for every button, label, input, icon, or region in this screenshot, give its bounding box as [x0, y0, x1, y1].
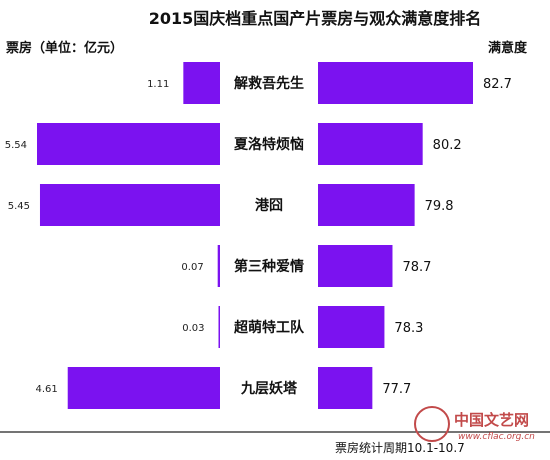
category-label: 夏洛特烦恼: [234, 136, 304, 153]
chart-title: 2015国庆档重点国产片票房与观众满意度排名: [149, 9, 482, 28]
satisfaction-value-label: 82.7: [483, 77, 512, 92]
left-axis-label: 票房（单位：亿元）: [6, 40, 123, 56]
bar-boxoffice: [217, 245, 220, 287]
bars-group: 1.11 82.7 解救吾先生 5.54 80.2 夏洛特烦恼 5.45 79.8 港囧 0.07…: [5, 62, 512, 409]
bar-boxoffice: [183, 62, 220, 104]
right-axis-label: 满意度: [488, 40, 528, 56]
boxoffice-value-label: 5.45: [8, 201, 30, 212]
bar-boxoffice: [39, 184, 220, 226]
watermark-text: 中国文艺网: [454, 411, 529, 429]
boxoffice-value-label: 4.61: [35, 384, 57, 395]
watermark: 中国文艺网 www.cflac.org.cn: [414, 406, 535, 442]
category-label: 解救吾先生: [234, 75, 304, 92]
boxoffice-value-label: 0.07: [181, 262, 203, 273]
footer-note: 票房统计周期10.1-10.7: [335, 440, 465, 455]
bar-boxoffice: [67, 367, 220, 409]
category-label: 第三种爱情: [234, 258, 304, 275]
bar-satisfaction: [318, 184, 415, 226]
bar-satisfaction: [318, 306, 385, 348]
satisfaction-value-label: 79.8: [425, 199, 454, 214]
satisfaction-value-label: 78.3: [394, 321, 423, 336]
boxoffice-value-label: 5.54: [5, 140, 27, 151]
bar-boxoffice: [218, 306, 220, 348]
bar-satisfaction: [318, 245, 393, 287]
satisfaction-value-label: 78.7: [402, 260, 431, 275]
category-label: 九层妖塔: [240, 380, 298, 397]
satisfaction-value-label: 80.2: [433, 138, 462, 153]
bar-satisfaction: [318, 367, 373, 409]
satisfaction-value-label: 77.7: [382, 382, 411, 397]
bar-boxoffice: [37, 123, 220, 165]
category-label: 超萌特工队: [233, 319, 305, 336]
category-label: 港囧: [255, 197, 283, 214]
boxoffice-value-label: 0.03: [182, 323, 204, 334]
watermark-logo-icon: [414, 406, 450, 442]
bar-satisfaction: [318, 62, 473, 104]
boxoffice-value-label: 1.11: [147, 79, 169, 90]
watermark-url: www.cflac.org.cn: [458, 432, 535, 442]
bar-satisfaction: [318, 123, 423, 165]
